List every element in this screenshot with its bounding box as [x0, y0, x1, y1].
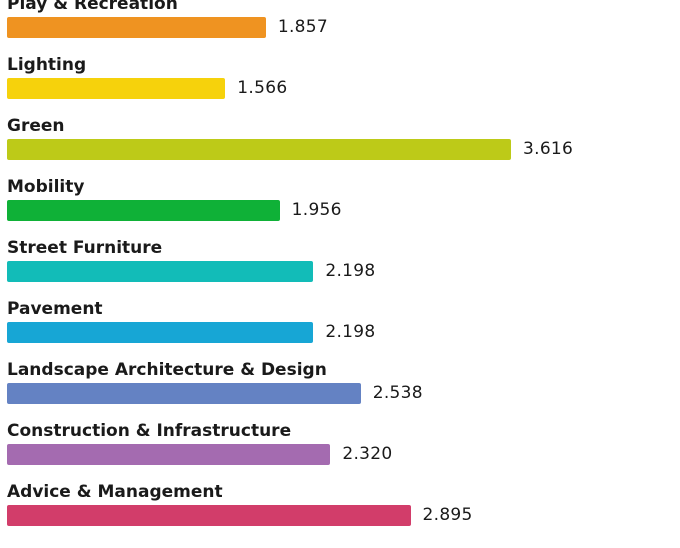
value-label: 1.857 — [277, 17, 328, 37]
bar-row: Pavement 2.198 — [7, 299, 677, 365]
category-label: Mobility — [7, 177, 85, 197]
bar — [7, 17, 266, 38]
bar — [7, 322, 314, 343]
category-label: Play & Recreation — [7, 0, 178, 14]
value-label: 2.198 — [325, 322, 376, 342]
category-label: Green — [7, 116, 65, 136]
category-label: Landscape Architecture & Design — [7, 360, 327, 380]
bar — [7, 200, 280, 221]
value-label: 2.895 — [422, 505, 473, 525]
category-label: Pavement — [7, 299, 103, 319]
value-label: 2.538 — [372, 383, 423, 403]
category-label: Construction & Infrastructure — [7, 421, 292, 441]
category-label: Advice & Management — [7, 482, 223, 502]
category-label: Lighting — [7, 55, 87, 75]
bar-row: Advice & Management 2.895 — [7, 482, 677, 548]
bar — [7, 383, 361, 404]
bar-row: Lighting 1.566 — [7, 55, 677, 121]
category-label: Street Furniture — [7, 238, 163, 258]
value-label: 3.616 — [523, 139, 574, 159]
bar — [7, 261, 314, 282]
bar-row: Street Furniture 2.198 — [7, 238, 677, 304]
bar — [7, 505, 411, 526]
value-label: 2.320 — [342, 444, 393, 464]
bar-row: Construction & Infrastructure 2.320 — [7, 421, 677, 487]
horizontal-bar-chart: Play & Recreation 1.857 Lighting 1.566 Green… — [7, 0, 677, 526]
value-label: 2.198 — [325, 261, 376, 281]
bar-row: Landscape Architecture & Design 2.538 — [7, 360, 677, 426]
value-label: 1.566 — [237, 78, 288, 98]
bar — [7, 78, 226, 99]
bar-row: Play & Recreation 1.857 — [7, 0, 677, 60]
bar — [7, 139, 511, 160]
bar — [7, 444, 331, 465]
value-label: 1.956 — [291, 200, 342, 220]
bar-row: Green 3.616 — [7, 116, 677, 182]
bar-row: Mobility 1.956 — [7, 177, 677, 243]
